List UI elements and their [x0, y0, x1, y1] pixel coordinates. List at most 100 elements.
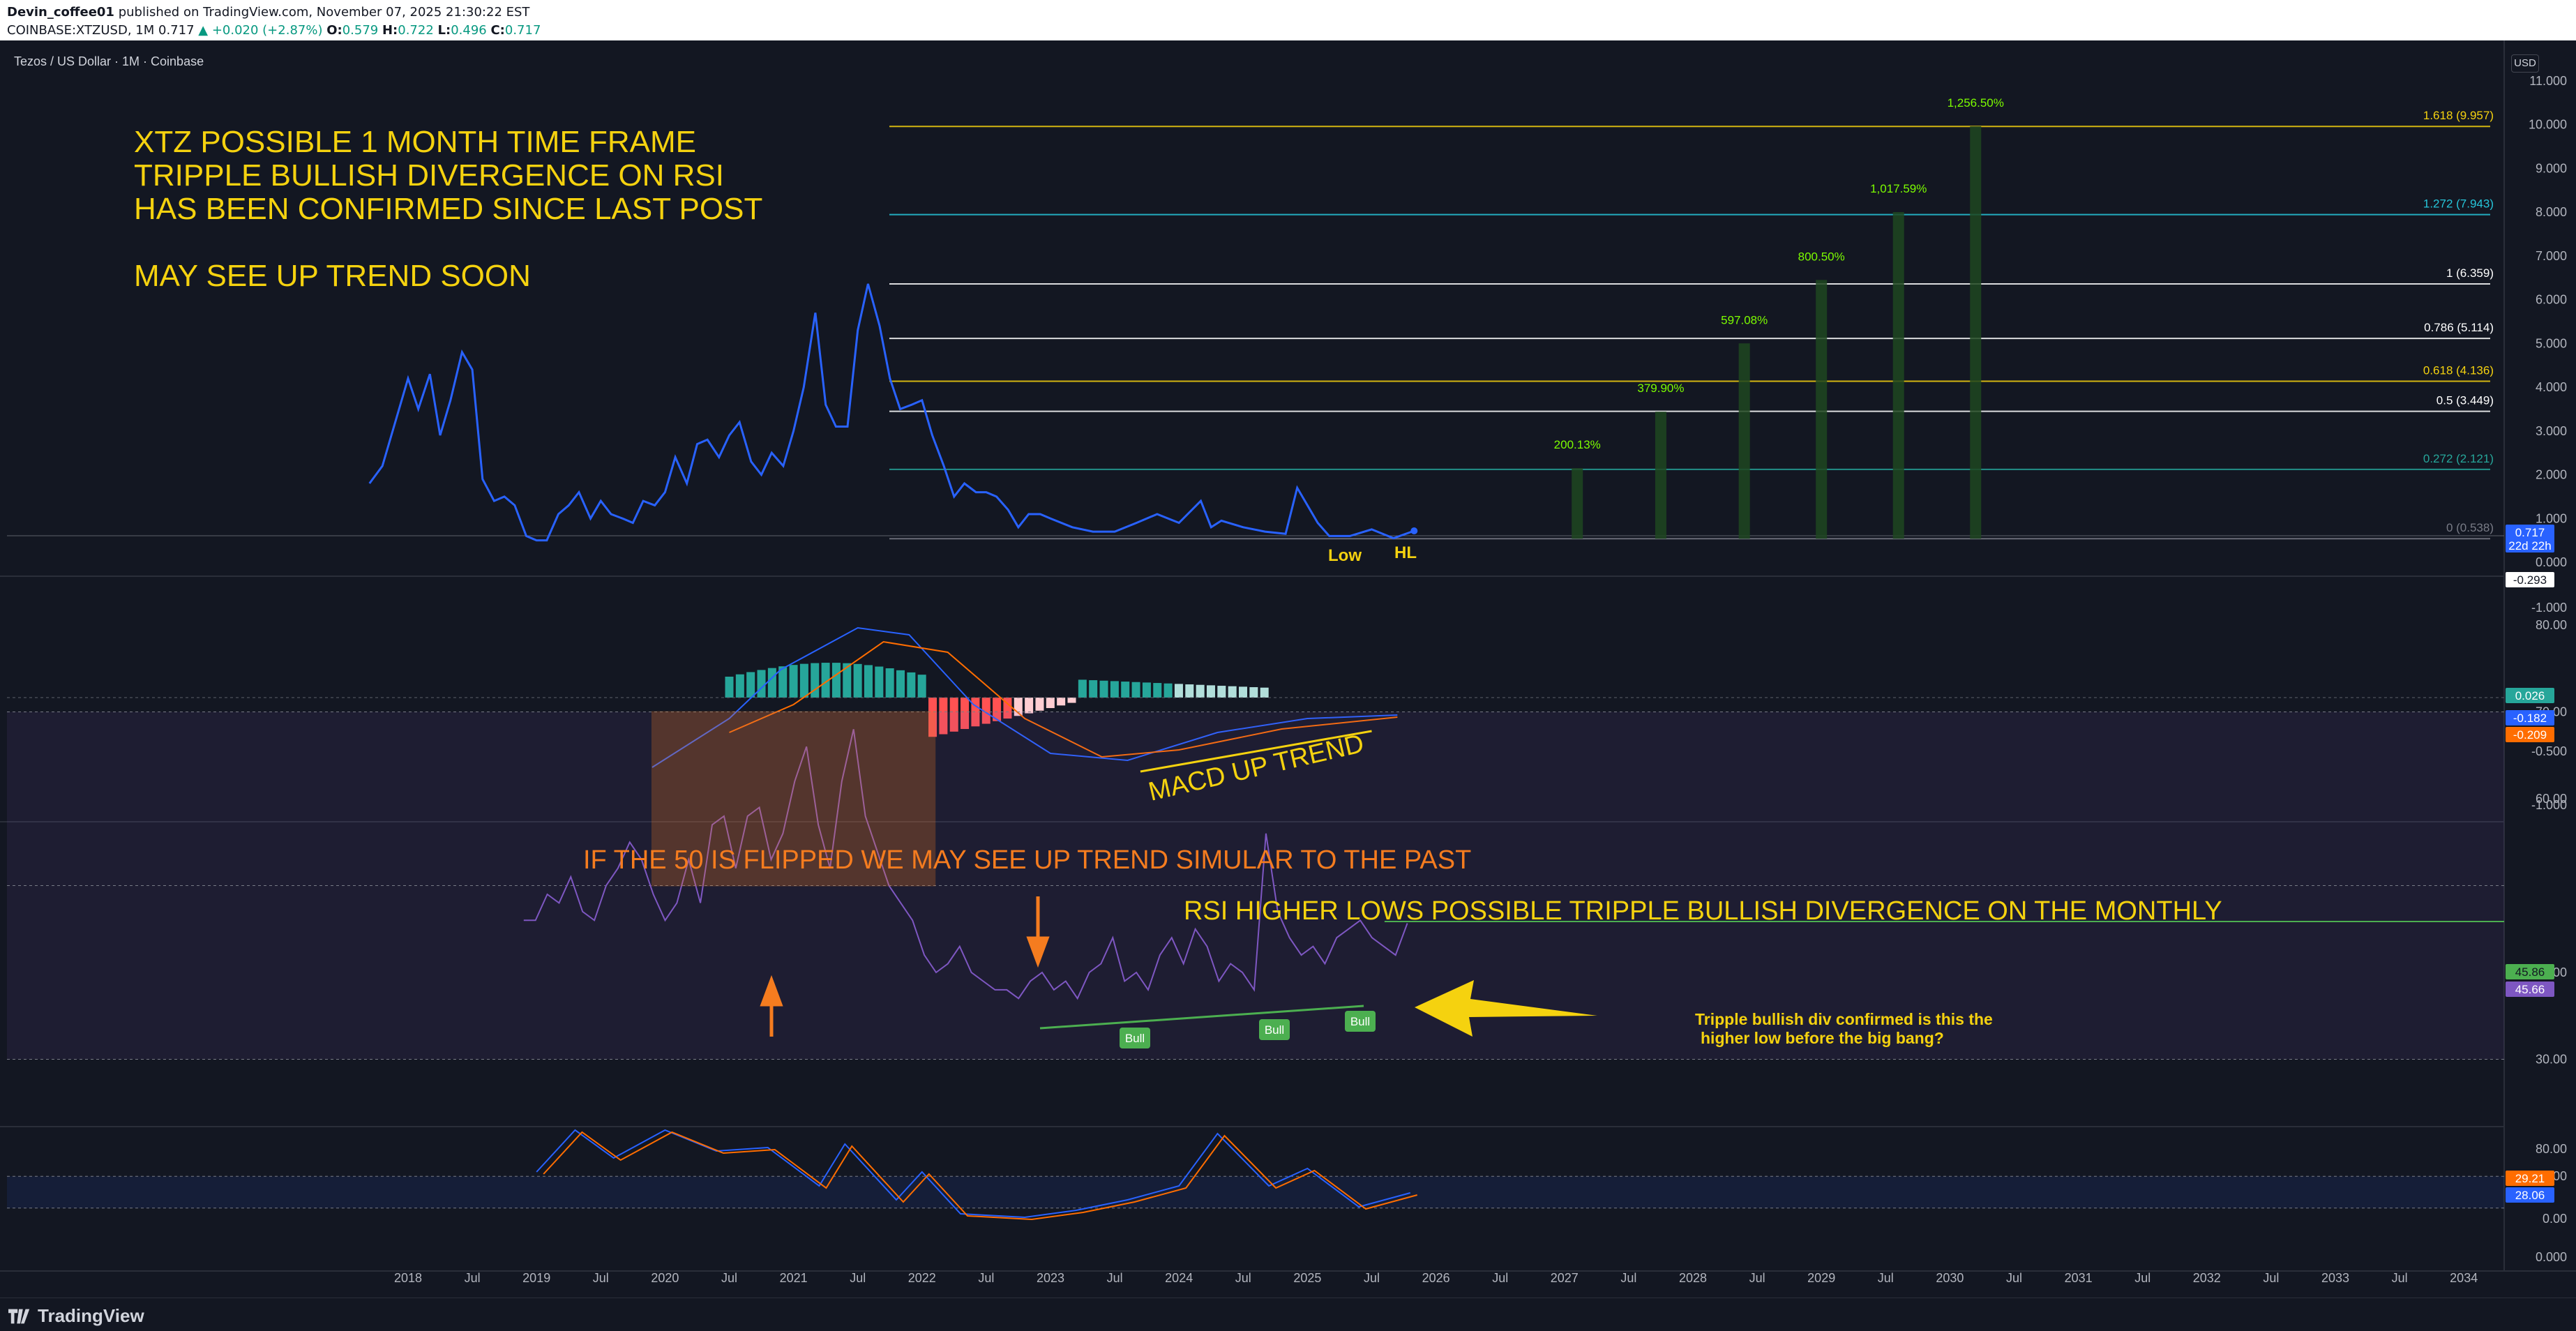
time-tick-label: 2029	[1807, 1271, 1835, 1285]
brand-label: TradingView	[38, 1305, 144, 1326]
crosshair-value-badge-bg	[2506, 572, 2554, 587]
macd-histogram-bar	[831, 663, 841, 698]
target-label: 1,017.59%	[1870, 182, 1927, 195]
time-tick-label: Jul	[1107, 1271, 1123, 1285]
fibonacci-extension[interactable]: 1.618 (9.957) 1.272 (7.943) 1 (6.359) 0.786…	[889, 109, 2494, 540]
low-label: L:	[437, 23, 451, 38]
last-price: 0.717	[158, 23, 195, 38]
price-tick-label: 4.000	[2536, 380, 2567, 394]
macd-trend-line	[1140, 730, 1372, 773]
macd-histogram-bar	[767, 668, 776, 698]
stoch-d-badge: 28.06	[2515, 1189, 2545, 1202]
macd-histogram-bar	[1067, 698, 1076, 703]
target-bar	[1738, 343, 1750, 539]
time-tick-label: Jul	[2392, 1271, 2408, 1285]
macd-histogram-bar	[821, 663, 830, 698]
time-tick-label: Jul	[1749, 1271, 1765, 1285]
symbol-info-line: COINBASE:XTZUSD, 1M 0.717 ▲ +0.020 (+2.8…	[7, 23, 541, 38]
publisher-name[interactable]: Devin_coffee01	[7, 5, 114, 20]
price-axis[interactable]: 11.000 10.000 9.000 8.000 7.000 6.000 5.000 4.0…	[2506, 74, 2567, 1264]
price-tick-label: 7.000	[2536, 249, 2567, 263]
time-axis[interactable]: 2018 Jul 2019 Jul 2020 Jul 2021 Jul 2022 Jul 2023 J…	[394, 1271, 2478, 1285]
fib-level-label: 0.272 (2.121)	[2423, 452, 2494, 465]
macd-histogram-bar	[1163, 683, 1173, 698]
target-label: 379.90%	[1637, 382, 1684, 395]
macd-histogram-bar	[928, 698, 937, 737]
down-arrow-icon	[1026, 896, 1050, 968]
rsi-tick-label: 80.00	[2536, 618, 2567, 632]
flip50-annotation: IF THE 50 IS FLIPPED WE MAY SEE UP TREND…	[583, 845, 1472, 875]
bull-label-bg	[1345, 1011, 1376, 1032]
fib-level-label: 1.272 (7.943)	[2423, 197, 2494, 211]
macd-histogram-bar	[1239, 686, 1248, 698]
macd-histogram-badge-bg	[2506, 688, 2554, 703]
chart-canvas[interactable]: 1.618 (9.957) 1.272 (7.943) 1 (6.359) 0.786…	[0, 40, 2576, 1298]
macd-histogram-bar	[1196, 684, 1205, 698]
bull-label: Bull	[1125, 1032, 1145, 1045]
rsi-badge: 45.66	[2515, 983, 2545, 996]
stoch-k-badge: 29.21	[2515, 1172, 2545, 1185]
rsi-line	[523, 729, 1408, 1000]
rsi-band	[7, 712, 2504, 1060]
price-series	[368, 283, 1418, 542]
target-label: 200.13%	[1554, 438, 1601, 451]
macd-histogram-bar	[1003, 698, 1012, 719]
currency-button[interactable]: USD	[2511, 54, 2539, 73]
price-line	[368, 283, 1415, 542]
price-tick-label: 2.000	[2536, 468, 2567, 482]
price-change: ▲ +0.020 (+2.87%)	[198, 23, 323, 38]
macd-histogram-bar	[1035, 698, 1044, 711]
macd-histogram-bar	[1260, 687, 1269, 698]
time-tick-label: 2027	[1551, 1271, 1579, 1285]
macd-histogram-bar	[1249, 687, 1258, 698]
macd-histogram-bar	[1142, 682, 1151, 698]
time-tick-label: Jul	[1878, 1271, 1894, 1285]
macd-histogram-bar	[778, 666, 788, 698]
time-tick-label: 2031	[2065, 1271, 2093, 1285]
main-annotation: XTZ POSSIBLE 1 MONTH TIME FRAME TRIPPLE …	[134, 126, 762, 293]
price-tick-label: 1.000	[2536, 511, 2567, 525]
symbol-title[interactable]: Tezos / US Dollar · 1M · Coinbase	[14, 54, 204, 68]
target-bar	[1572, 468, 1583, 539]
fib-level-label: 1 (6.359)	[2446, 266, 2494, 280]
time-tick-label: Jul	[978, 1271, 994, 1285]
macd-line	[651, 626, 1398, 768]
stoch-band	[7, 1176, 2504, 1208]
macd-histogram-badge: 0.026	[2515, 689, 2545, 702]
macd-tick-label: -0.500	[2531, 744, 2567, 758]
symbol-name: COINBASE:XTZUSD, 1M	[7, 23, 155, 38]
stoch-k-line	[543, 1131, 1418, 1221]
time-tick-label: 2032	[2193, 1271, 2221, 1285]
rsi-ma-badge-bg	[2506, 964, 2554, 979]
time-tick-label: Jul	[593, 1271, 609, 1285]
confirm-annotation: Tripple bullish div confirmed is this th…	[1695, 1010, 1993, 1048]
target-bar	[1892, 212, 1904, 539]
signal-line-badge-bg	[2506, 727, 2554, 742]
rsi-pane	[7, 712, 2504, 1060]
macd-histogram-bar	[1228, 686, 1237, 698]
macd-histogram-bar	[1078, 679, 1087, 698]
high-label: H:	[382, 23, 398, 38]
last-price-badge: 0.717	[2515, 526, 2545, 539]
macd-histogram-bar	[757, 670, 766, 698]
bull-label-bg	[1259, 1019, 1290, 1040]
stoch-d-badge-bg	[2506, 1187, 2554, 1203]
macd-histogram-bar	[1110, 681, 1119, 698]
target-label: 597.08%	[1721, 313, 1768, 326]
rsi-annotation: RSI HIGHER LOWS POSSIBLE TRIPPLE BULLISH…	[1184, 896, 2222, 926]
time-tick-label: 2022	[908, 1271, 936, 1285]
last-price-badge-bg	[2506, 525, 2554, 552]
bull-label: Bull	[1265, 1023, 1284, 1037]
divergence-line	[1039, 1005, 1364, 1030]
time-tick-label: Jul	[1364, 1271, 1380, 1285]
tradingview-logo[interactable]: TradingView	[8, 1305, 144, 1327]
target-bar	[1655, 412, 1666, 539]
macd-histogram-bar	[1185, 684, 1194, 698]
bull-label: Bull	[1350, 1015, 1370, 1028]
main-annotation-line: MAY SEE UP TREND SOON	[134, 259, 531, 293]
target-bar	[1970, 126, 1982, 539]
open-value: 0.579	[342, 23, 379, 38]
macd-histogram-bar	[885, 668, 894, 698]
last-price-dot	[1410, 527, 1418, 535]
macd-histogram-bar	[746, 672, 755, 698]
